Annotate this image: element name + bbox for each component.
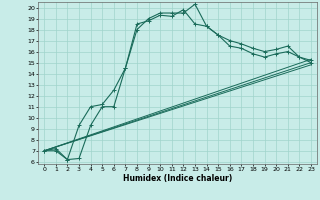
X-axis label: Humidex (Indice chaleur): Humidex (Indice chaleur): [123, 174, 232, 183]
